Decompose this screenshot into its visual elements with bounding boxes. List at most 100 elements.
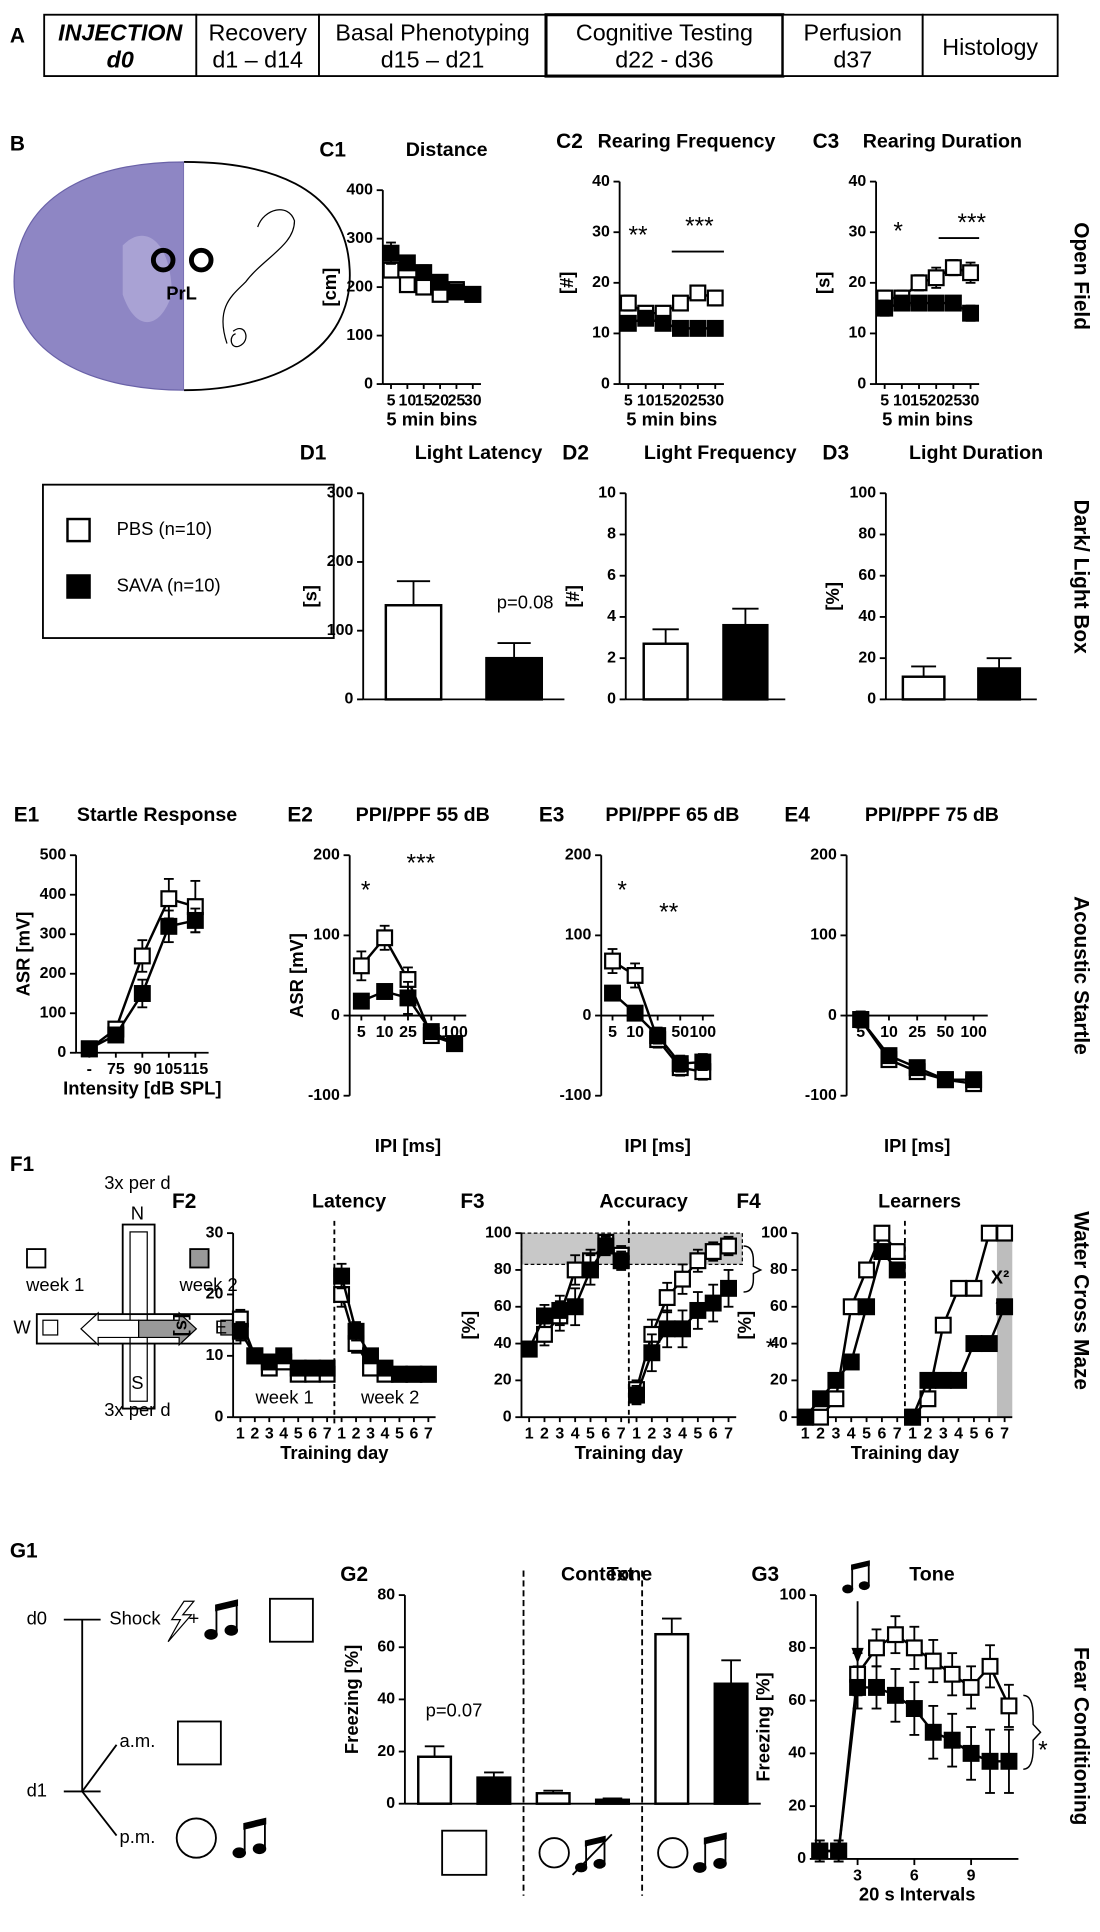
- y-tick-label: -100: [308, 1087, 340, 1104]
- marker: [551, 1301, 569, 1319]
- marker: [133, 985, 151, 1002]
- marker: [842, 1353, 860, 1371]
- chart-panel: Rearing Duration C3 [s] 5 min bins 0 10 20 30 40…: [812, 130, 1022, 430]
- marker: [689, 284, 707, 302]
- brain-right: [184, 161, 351, 392]
- y-tick-label: 0: [857, 375, 866, 392]
- marker: [720, 1237, 737, 1255]
- marker: [658, 1320, 676, 1338]
- label: 3x per d: [104, 1399, 170, 1420]
- marker: [873, 1224, 891, 1242]
- chart-title: Learners: [878, 1191, 961, 1213]
- x-tick-label: 5: [856, 1024, 865, 1041]
- y-tick-label: 0: [345, 691, 354, 708]
- x-axis-label: Intensity [dB SPL]: [63, 1077, 221, 1098]
- panel-label: F3: [460, 1190, 484, 1213]
- week2-marker: [189, 1248, 210, 1269]
- y-tick-label: -100: [560, 1087, 592, 1104]
- marker: [464, 285, 482, 303]
- marker: [981, 1752, 999, 1770]
- x-tick-label: 2: [540, 1426, 549, 1443]
- brain-left: [13, 161, 185, 391]
- y-axis-label: Freezing [%]: [341, 1645, 362, 1754]
- marker: [927, 269, 945, 287]
- panel-label: D1: [300, 441, 327, 464]
- note-beam: [243, 1817, 267, 1830]
- x-tick-label: 3: [853, 1867, 862, 1884]
- chart-title: PPI/PPF 55 dB: [356, 804, 490, 826]
- marker: [604, 984, 621, 1002]
- y-tick-label: 10: [592, 325, 610, 342]
- marker: [796, 1408, 814, 1426]
- x-tick-label: 20: [927, 392, 945, 409]
- x-tick-label: 4: [381, 1426, 390, 1443]
- marker: [658, 1289, 676, 1307]
- x-tick-label: 6: [985, 1426, 994, 1443]
- marker: [904, 1408, 922, 1426]
- injection-site: [150, 247, 176, 273]
- y-tick-label: 0: [601, 375, 610, 392]
- chart-title: Light Duration: [909, 442, 1043, 464]
- note-beam: [215, 1599, 239, 1612]
- x-tick-label: 25: [689, 392, 707, 409]
- marker: [520, 1340, 538, 1358]
- marker: [431, 273, 449, 291]
- marker: [649, 1027, 667, 1045]
- panel-label: F4: [736, 1190, 761, 1213]
- marker: [858, 1261, 876, 1279]
- marker: [390, 1365, 408, 1383]
- label: d1: [27, 1779, 47, 1800]
- marker: [944, 294, 962, 312]
- y-tick-label: 60: [770, 1298, 788, 1315]
- legend-box: [42, 483, 335, 639]
- marker: [80, 1040, 98, 1058]
- x-axis-label: Training day: [280, 1442, 389, 1463]
- marker: [827, 1390, 845, 1408]
- panel-label: F2: [172, 1190, 196, 1213]
- y-tick-label: 200: [40, 965, 67, 982]
- label: G1: [10, 1540, 38, 1563]
- x-tick-label: 20: [431, 392, 449, 409]
- label: INJECTION: [58, 20, 183, 46]
- x-tick-label: 7: [1000, 1426, 1009, 1443]
- marker: [924, 1652, 942, 1670]
- marker: [674, 1270, 691, 1288]
- note-head: [224, 1624, 239, 1636]
- y-tick-label: 20: [849, 274, 867, 291]
- y-tick-label: 80: [770, 1261, 788, 1278]
- chart-title: Light Latency: [415, 442, 543, 464]
- marker: [619, 314, 637, 332]
- marker: [886, 1626, 904, 1644]
- x-tick-label: 6: [709, 1426, 718, 1443]
- chart-panel: Light Frequency D2 [#] 0 2 4 6 8 10: [562, 441, 797, 707]
- panel-label: C1: [319, 138, 346, 161]
- marker: [996, 1298, 1014, 1316]
- label: 3x per d: [104, 1172, 170, 1193]
- marker: [888, 1261, 906, 1279]
- x-tick-label: 90: [133, 1061, 151, 1078]
- label: Acoustic Startle: [1069, 896, 1092, 1055]
- x-tick-label: 5: [969, 1426, 978, 1443]
- x-tick-label: 25: [908, 1024, 926, 1041]
- annotation: **: [628, 222, 648, 249]
- y-tick-label: 40: [849, 173, 867, 190]
- y-tick-label: 100: [346, 327, 373, 344]
- marker: [706, 319, 724, 337]
- chart-title: Light Frequency: [644, 442, 797, 464]
- bracket: [743, 1245, 763, 1293]
- x-tick-label: 7: [724, 1426, 733, 1443]
- x-tick-label: 5: [387, 392, 396, 409]
- panel-label: D2: [562, 441, 589, 464]
- brain-structure: [230, 328, 247, 348]
- y-tick-label: 100: [313, 927, 340, 944]
- y-tick-label: 200: [810, 846, 837, 863]
- y-tick-label: 100: [780, 1586, 807, 1603]
- marker: [382, 244, 400, 262]
- x-axis-label: 5 min bins: [626, 409, 717, 430]
- bar: [594, 1798, 631, 1805]
- note-head: [252, 1843, 267, 1855]
- bar: [485, 656, 544, 701]
- label: a.m.: [120, 1730, 156, 1751]
- chart-panel: PPI/PPF 75 dB E4 IPI [ms] -100 0 100 200 5 10 25 5…: [784, 803, 999, 1156]
